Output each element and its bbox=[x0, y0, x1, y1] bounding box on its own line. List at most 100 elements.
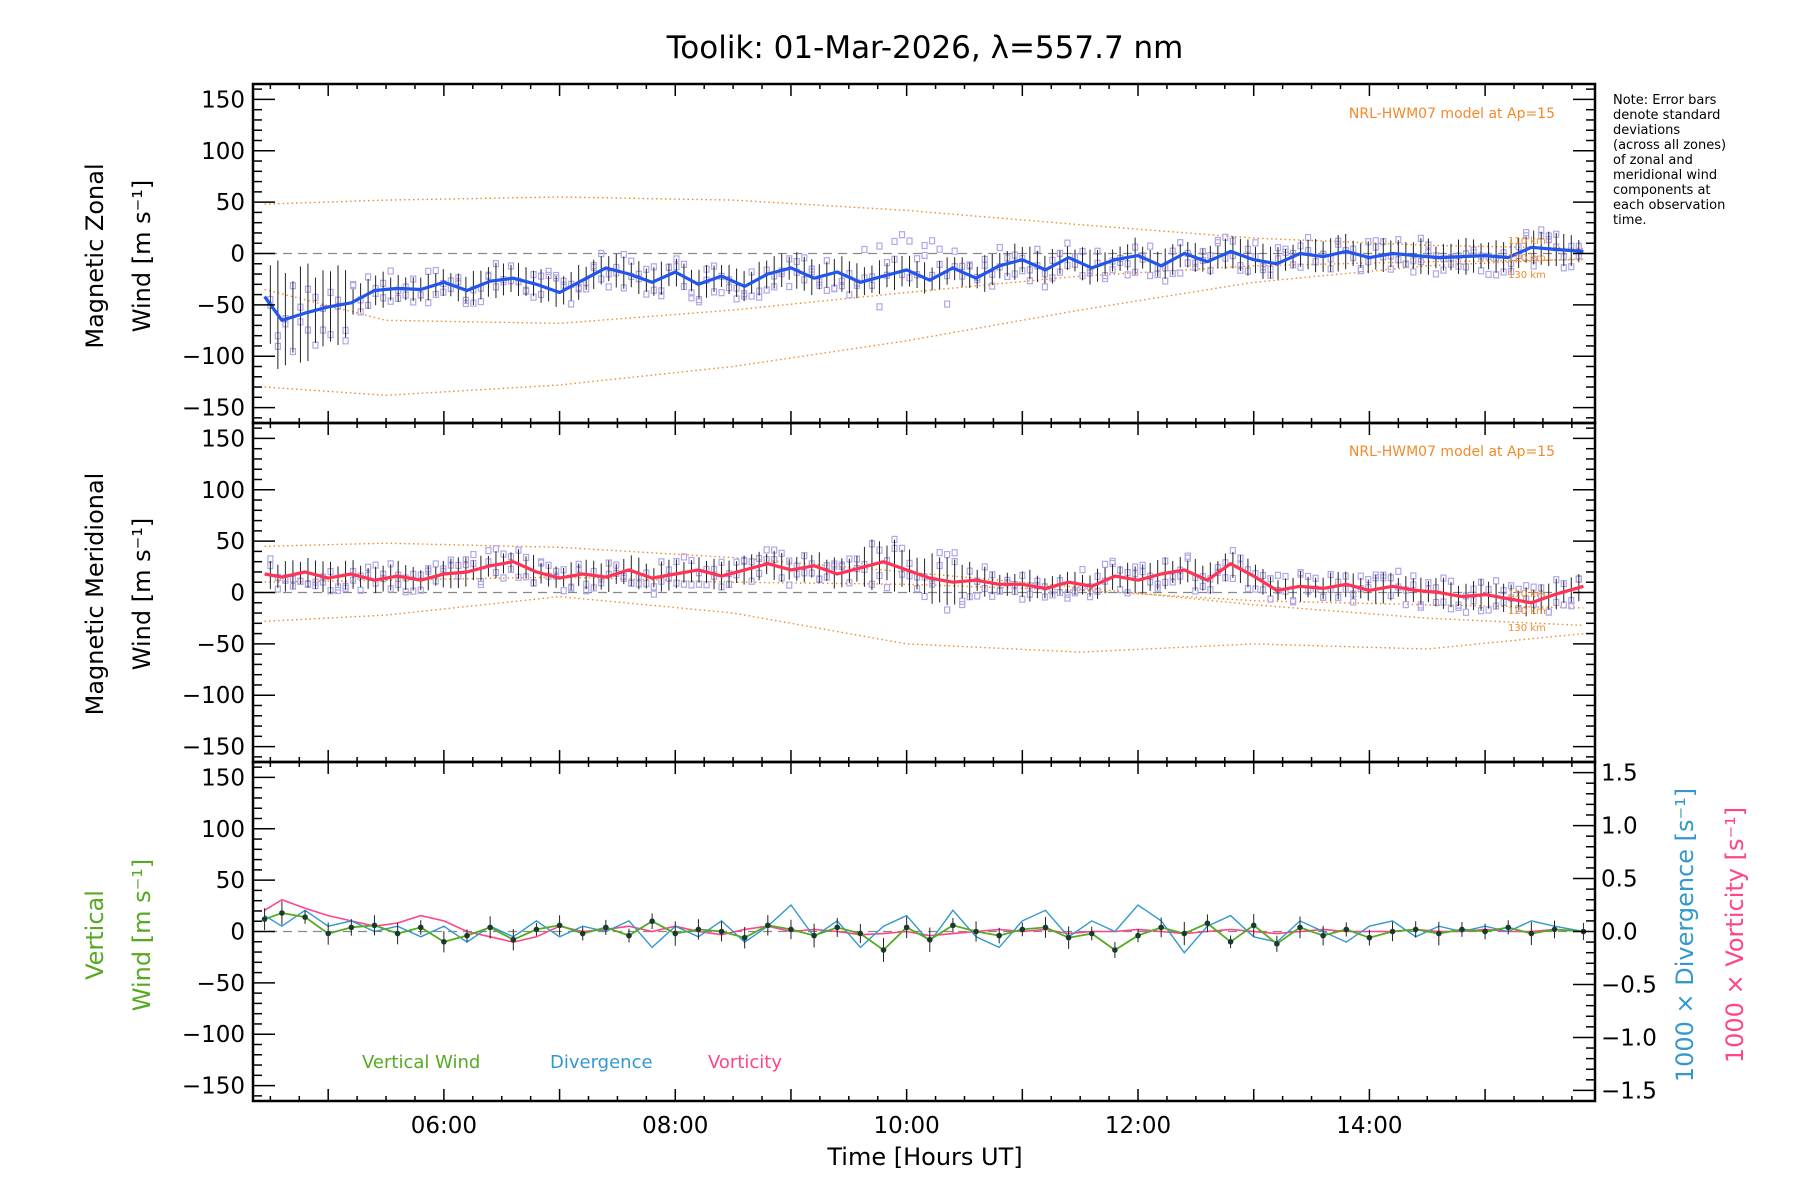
x-tick-label: 10:00 bbox=[873, 1113, 939, 1139]
vertical-wind-point bbox=[487, 924, 493, 931]
meridional-ylabel-1: Magnetic Meridional bbox=[81, 473, 109, 716]
zone-point bbox=[1395, 567, 1402, 575]
note-line: time. bbox=[1613, 213, 1647, 228]
vertical-wind-point bbox=[1112, 947, 1118, 953]
y-tick-label: −150 bbox=[182, 1074, 245, 1100]
zone-point bbox=[1289, 597, 1297, 605]
model-line-120km bbox=[264, 595, 1584, 653]
y-tick-label: −150 bbox=[182, 735, 245, 761]
zone-point bbox=[432, 560, 439, 568]
vertical-wind-point bbox=[834, 924, 841, 931]
zone-point bbox=[974, 592, 981, 600]
vertical-wind-point bbox=[996, 932, 1002, 939]
zone-point bbox=[786, 282, 793, 291]
zone-point bbox=[883, 584, 891, 592]
zone-point bbox=[1214, 236, 1221, 245]
zone-point bbox=[1545, 608, 1552, 616]
legend-vorticity: Vorticity bbox=[708, 1052, 782, 1073]
zone-point bbox=[1079, 565, 1086, 574]
y-tick-label: 100 bbox=[201, 817, 245, 843]
zone-point bbox=[718, 289, 725, 297]
meridional-alt-label: 120 km bbox=[1508, 606, 1546, 617]
y-tick-label: 50 bbox=[216, 190, 245, 216]
zone-point bbox=[1124, 271, 1131, 279]
vertical-wind-point bbox=[811, 932, 817, 939]
vertical-wind-point bbox=[579, 930, 586, 937]
zone-point bbox=[898, 231, 906, 239]
zone-point bbox=[1147, 271, 1154, 280]
zone-point bbox=[913, 255, 921, 263]
zone-point bbox=[996, 243, 1003, 252]
y2-tick-label: 1.5 bbox=[1601, 761, 1638, 787]
y2-tick-label: −0.5 bbox=[1601, 972, 1657, 998]
vertical-wind-point bbox=[1412, 926, 1419, 933]
zone-point bbox=[921, 592, 928, 601]
vertical-wind-point bbox=[371, 922, 378, 929]
vertical-wind-point bbox=[1320, 932, 1326, 939]
zone-point bbox=[1350, 598, 1357, 606]
zone-point bbox=[1410, 572, 1417, 580]
note-line: of zonal and bbox=[1613, 153, 1693, 168]
zone-point bbox=[470, 550, 477, 559]
zonal-wind-line bbox=[263, 245, 1584, 322]
zone-point bbox=[342, 337, 349, 345]
zone-point bbox=[387, 267, 394, 275]
x-tick-label: 12:00 bbox=[1105, 1113, 1171, 1139]
zone-point bbox=[1568, 602, 1575, 610]
zone-point bbox=[688, 294, 695, 302]
y-tick-label: −100 bbox=[182, 344, 245, 370]
zone-point bbox=[357, 586, 364, 594]
y-tick-label: 50 bbox=[216, 529, 245, 555]
zone-point bbox=[1304, 233, 1312, 242]
zone-point bbox=[1410, 268, 1417, 276]
vertical-wind-point bbox=[741, 934, 748, 941]
vertical-wind-point bbox=[695, 926, 702, 933]
frame-layer: 150 100 50 0 −50 −100 −150 150 100 50 0 −50 −100 −150… bbox=[182, 82, 1657, 1139]
vorticity-y2label: 1000 × Vorticity [s⁻¹] bbox=[1721, 807, 1749, 1063]
zone-point bbox=[944, 550, 951, 559]
vertical-wind-point bbox=[1158, 924, 1164, 931]
y2-tick-label: −1.0 bbox=[1601, 1025, 1657, 1051]
zone-point bbox=[1417, 603, 1424, 611]
zone-point bbox=[680, 553, 688, 561]
vertical-wind-point bbox=[556, 922, 563, 929]
note-line: denote standard bbox=[1613, 108, 1720, 123]
vertical-wind-point bbox=[1065, 934, 1072, 941]
vertical-wind-point bbox=[394, 930, 401, 937]
note-line: each observation bbox=[1613, 198, 1725, 213]
vertical-wind-point bbox=[718, 928, 725, 935]
note-line: Note: Error bars bbox=[1613, 93, 1717, 108]
zone-point bbox=[786, 581, 793, 589]
vertical-wind-point bbox=[1227, 938, 1234, 945]
zone-point bbox=[605, 283, 612, 291]
vertical-wind-point bbox=[926, 936, 933, 943]
zone-point bbox=[1485, 270, 1492, 278]
zone-point bbox=[959, 600, 966, 609]
zone-point bbox=[492, 545, 500, 553]
zone-point bbox=[650, 590, 657, 598]
zonal-model-label: NRL-HWM07 model at Ap=15 bbox=[1349, 106, 1555, 122]
meridional-alt-label: 130 km bbox=[1508, 623, 1546, 634]
zone-point bbox=[1184, 554, 1191, 562]
zone-point bbox=[951, 247, 958, 255]
chart-title: Toolik: 01-Mar-2026, λ=557.7 nm bbox=[666, 30, 1184, 66]
x-tick-label: 06:00 bbox=[411, 1113, 477, 1139]
y-tick-label: −50 bbox=[196, 632, 245, 658]
data-layer bbox=[253, 196, 1595, 962]
zone-point bbox=[349, 280, 357, 289]
zone-point bbox=[688, 581, 695, 589]
vertical-wind-point bbox=[441, 938, 447, 945]
vertical-wind-point bbox=[348, 924, 355, 931]
vertical-wind-point bbox=[1204, 920, 1211, 927]
zone-point bbox=[485, 546, 492, 555]
zonal-alt-label: 120 km bbox=[1508, 253, 1546, 264]
y-tick-label: −100 bbox=[182, 683, 245, 709]
zone-point bbox=[312, 341, 319, 349]
zone-point bbox=[560, 587, 567, 595]
zone-point bbox=[823, 286, 830, 295]
zone-point bbox=[568, 300, 575, 308]
zonal-alt-label: 130 km bbox=[1508, 270, 1546, 281]
y-tick-label: 150 bbox=[201, 426, 245, 452]
zone-point bbox=[1477, 267, 1485, 275]
zone-point bbox=[643, 290, 650, 298]
